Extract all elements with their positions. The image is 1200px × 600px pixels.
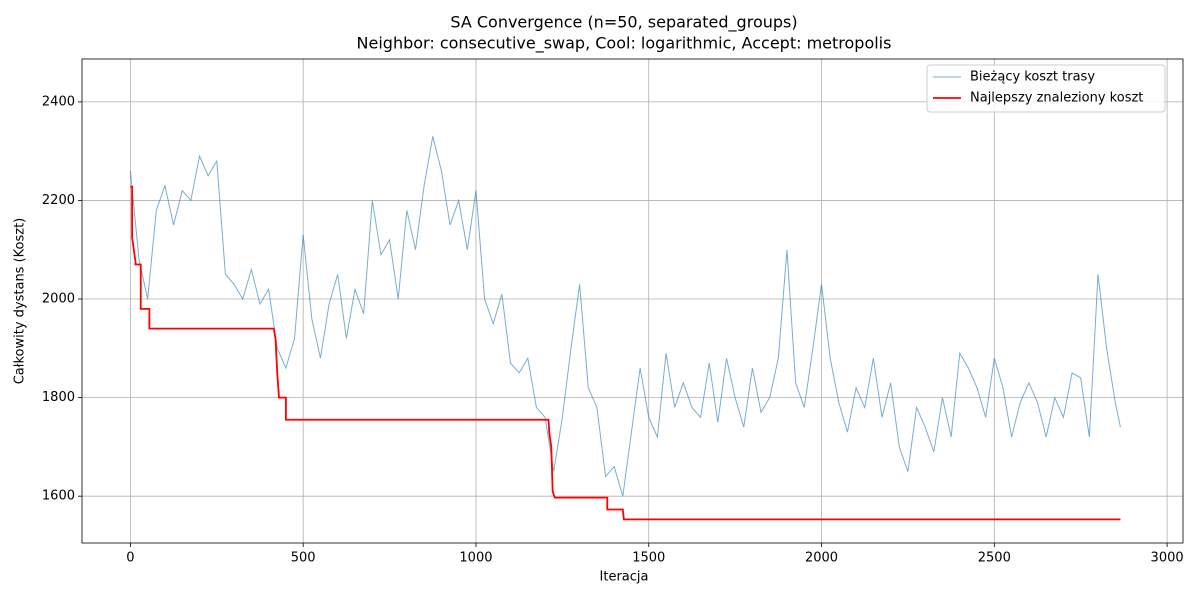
x-tick-label: 0: [126, 551, 134, 566]
plot-frame: [81, 58, 1184, 544]
y-tick-label: 1800: [42, 390, 75, 405]
series-line: [130, 185, 1121, 521]
y-tick-label: 2200: [42, 193, 75, 208]
y-tick-label: 2400: [42, 94, 75, 109]
x-tick-label: 1000: [459, 551, 492, 566]
x-tick-label: 2500: [978, 551, 1011, 566]
chart-title: SA Convergence (n=50, separated_groups): [450, 13, 797, 33]
x-tick-label: 2000: [805, 551, 838, 566]
x-tick-label: 500: [291, 551, 316, 566]
x-tick-label: 3000: [1151, 551, 1184, 566]
series-line: [129, 136, 1121, 497]
legend-label: Bieżący koszt trasy: [970, 70, 1095, 85]
y-tick-label: 1600: [42, 489, 75, 504]
legend-label: Najlepszy znaleziony koszt: [970, 91, 1143, 106]
x-tick-label: 1500: [632, 551, 665, 566]
y-tick-label: 2000: [42, 292, 75, 307]
legend-box: [926, 64, 1166, 113]
y-axis-label: Całkowity dystans (Koszt): [13, 218, 28, 385]
x-axis-label: Iteracja: [600, 570, 649, 585]
chart-subtitle: Neighbor: consecutive_swap, Cool: logari…: [357, 34, 892, 54]
